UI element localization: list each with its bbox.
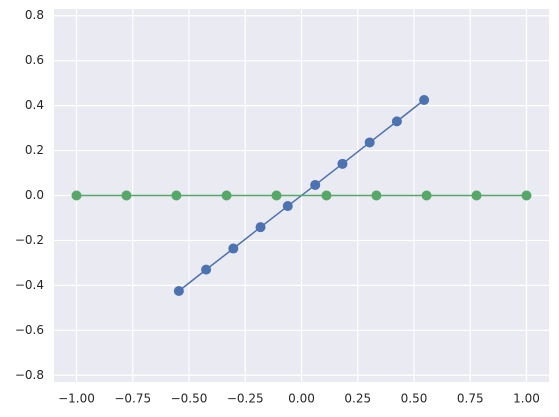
x-tick-label: −0.50 — [171, 392, 208, 406]
point — [121, 190, 132, 201]
point — [255, 222, 266, 233]
y-tick-label: 0.6 — [25, 53, 44, 67]
y-tick-label: −0.8 — [15, 368, 44, 382]
point — [221, 190, 232, 201]
point — [337, 158, 348, 169]
point — [282, 201, 293, 212]
x-tick-label: 0.25 — [344, 392, 371, 406]
x-tick-label: 0.00 — [288, 392, 315, 406]
point — [173, 285, 184, 296]
x-tick-label: −0.25 — [227, 392, 264, 406]
point — [201, 264, 212, 275]
x-tick-label: 0.75 — [457, 392, 484, 406]
x-tick-label: 1.00 — [513, 392, 540, 406]
point — [271, 190, 282, 201]
point — [364, 137, 375, 148]
x-tick-label: 0.50 — [401, 392, 428, 406]
y-tick-label: −0.4 — [15, 278, 44, 292]
point — [419, 95, 430, 106]
y-tick-label: 0.4 — [25, 98, 44, 112]
point — [421, 190, 432, 201]
point — [171, 190, 182, 201]
point — [310, 179, 321, 190]
point — [228, 243, 239, 254]
point — [391, 116, 402, 127]
point — [71, 190, 82, 201]
point — [371, 190, 382, 201]
y-tick-label: −0.2 — [15, 233, 44, 247]
point — [471, 190, 482, 201]
y-tick-label: 0.2 — [25, 143, 44, 157]
x-tick-label: −0.75 — [114, 392, 151, 406]
x-tick-label: −1.00 — [58, 392, 95, 406]
y-tick-label: −0.6 — [15, 323, 44, 337]
y-tick-label: 0.8 — [25, 8, 44, 22]
point — [521, 190, 532, 201]
y-tick-label: 0.0 — [25, 188, 44, 202]
point — [321, 190, 332, 201]
